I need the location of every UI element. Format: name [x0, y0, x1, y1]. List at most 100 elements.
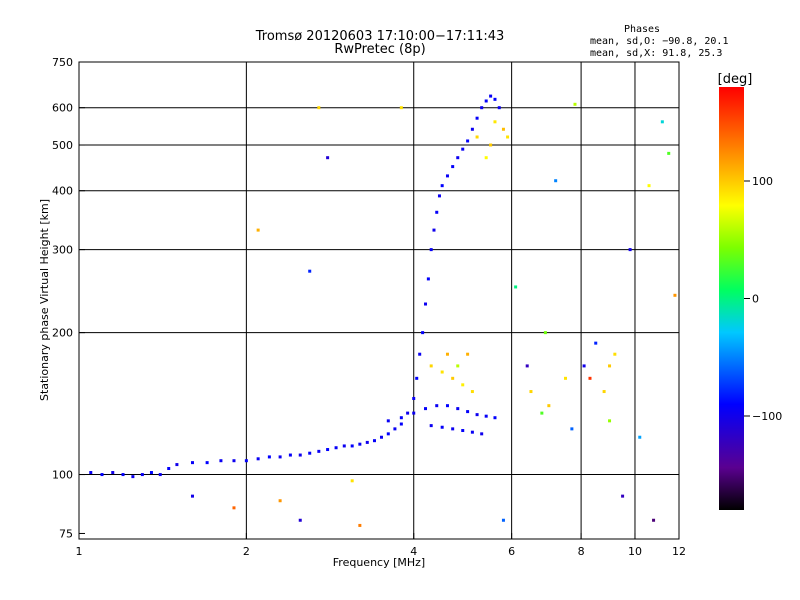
- data-point: [158, 473, 162, 477]
- data-point: [570, 427, 574, 431]
- data-point: [412, 411, 416, 415]
- data-point: [426, 277, 430, 281]
- data-point: [445, 404, 449, 408]
- data-point: [267, 455, 271, 459]
- data-point: [461, 429, 465, 433]
- data-point: [582, 364, 586, 368]
- data-point: [121, 473, 125, 477]
- data-point: [667, 151, 671, 155]
- colorbar-tick-label: 0: [752, 293, 759, 306]
- data-point: [613, 352, 617, 356]
- phase-stats-line2: mean, sd,X: 91.8, 25.3: [590, 48, 722, 59]
- data-point: [89, 471, 93, 475]
- data-point: [564, 376, 568, 380]
- data-point: [554, 179, 558, 183]
- data-point: [435, 404, 439, 408]
- plot-frame: [78, 61, 680, 540]
- data-point: [399, 422, 403, 426]
- data-point: [466, 352, 470, 356]
- x-tick-label: 4: [410, 545, 417, 558]
- data-point: [497, 106, 501, 110]
- data-point: [308, 269, 312, 273]
- y-tick-label: 500: [52, 139, 73, 152]
- data-point: [608, 419, 612, 423]
- data-point: [543, 331, 547, 335]
- colorbar-tick-label: −100: [752, 410, 782, 423]
- data-point: [358, 442, 362, 446]
- x-axis-ticks: 1 2 4 6 8 10 12: [76, 533, 686, 558]
- data-point: [308, 451, 312, 455]
- data-point: [111, 471, 115, 475]
- data-point: [621, 494, 625, 498]
- data-point: [190, 494, 194, 498]
- data-point: [594, 341, 598, 345]
- data-point: [470, 390, 474, 394]
- data-point: [445, 174, 449, 178]
- data-point: [493, 120, 497, 124]
- data-point: [588, 376, 592, 380]
- data-point: [489, 94, 493, 98]
- data-point: [456, 364, 460, 368]
- y-tick-label: 400: [52, 185, 73, 198]
- colorbar: [719, 87, 744, 510]
- data-point: [167, 467, 171, 471]
- data-point: [440, 184, 444, 188]
- data-point: [393, 427, 397, 431]
- data-point: [638, 435, 642, 439]
- data-point: [415, 376, 419, 380]
- data-point: [219, 459, 223, 463]
- y-axis-ticks: 75 100 200 300 400 500 600 750: [52, 56, 85, 540]
- data-point: [149, 471, 153, 475]
- data-point: [232, 506, 236, 510]
- data-point: [602, 390, 606, 394]
- x-tick-label: 12: [672, 545, 686, 558]
- data-point: [386, 419, 390, 423]
- phase-stats-line1: mean, sd,O: −90.8, 20.1: [590, 36, 728, 47]
- data-point: [608, 364, 612, 368]
- data-point: [298, 453, 302, 457]
- data-point: [100, 473, 104, 477]
- data-point: [540, 411, 544, 415]
- data-point: [190, 461, 194, 465]
- data-point: [456, 156, 460, 160]
- data-point: [529, 390, 533, 394]
- data-point: [244, 459, 248, 463]
- x-tick-label: 10: [628, 545, 642, 558]
- data-point: [358, 523, 362, 527]
- data-point: [440, 370, 444, 374]
- data-point: [342, 444, 346, 448]
- colorbar-label: [deg]: [718, 72, 753, 87]
- data-point: [317, 449, 321, 453]
- chart-subtitle: RwPretec (8p): [334, 42, 425, 57]
- chart-title: Tromsø 20120603 17:10:00−17:11:43: [255, 29, 505, 44]
- data-point: [365, 440, 369, 444]
- x-tick-label: 1: [76, 545, 83, 558]
- data-point: [647, 184, 651, 188]
- data-point: [205, 461, 209, 465]
- data-point: [140, 473, 144, 477]
- data-point: [399, 416, 403, 420]
- y-tick-label: 100: [52, 469, 73, 482]
- data-point: [278, 455, 282, 459]
- x-tick-label: 8: [578, 545, 585, 558]
- data-point: [131, 475, 135, 479]
- data-point: [501, 127, 505, 131]
- data-point: [484, 156, 488, 160]
- y-tick-label: 200: [52, 327, 73, 340]
- data-point: [326, 448, 330, 452]
- data-point: [317, 106, 321, 110]
- y-tick-label: 300: [52, 244, 73, 257]
- data-point: [256, 457, 260, 461]
- data-point: [493, 97, 497, 101]
- data-point: [424, 302, 428, 306]
- data-point: [480, 106, 484, 110]
- data-point: [326, 156, 330, 160]
- data-point: [435, 210, 439, 214]
- data-point: [432, 228, 436, 232]
- data-point: [440, 425, 444, 429]
- y-tick-label: 600: [52, 102, 73, 115]
- data-point: [493, 416, 497, 420]
- data-point: [652, 518, 656, 522]
- data-point: [421, 331, 425, 335]
